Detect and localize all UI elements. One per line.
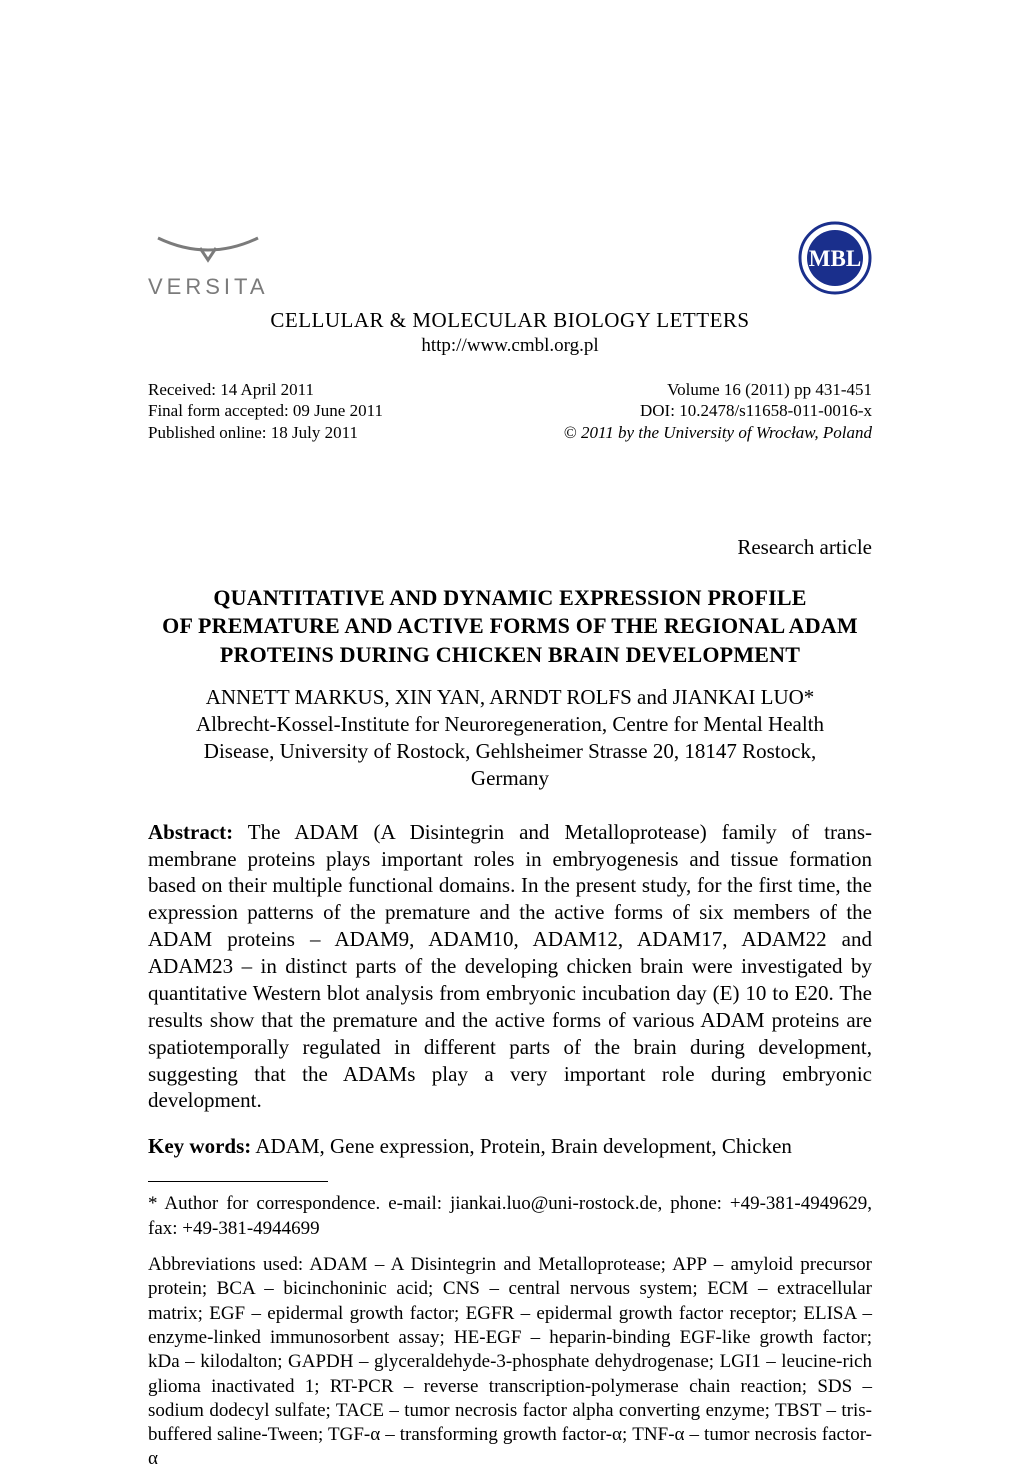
copyright-text: 2011 by the University of Wrocław, Polan… xyxy=(581,423,872,442)
copyright-symbol: © xyxy=(564,423,581,442)
keywords: Key words: ADAM, Gene expression, Protei… xyxy=(148,1134,872,1159)
meta-left: Received: 14 April 2011 Final form accep… xyxy=(148,379,383,443)
meta-copyright: © 2011 by the University of Wrocław, Pol… xyxy=(564,422,872,443)
journal-url: http://www.cmbl.org.pl xyxy=(148,335,872,357)
mbl-logo: MBL xyxy=(798,221,872,300)
mbl-icon: MBL xyxy=(798,221,872,295)
page-root: VERSITA MBL CELLULAR & MOLECULAR BIOLOGY… xyxy=(0,0,1020,1443)
meta-received: Received: 14 April 2011 xyxy=(148,379,383,400)
footnote-correspondence: * Author for correspondence. e-mail: jia… xyxy=(148,1192,872,1241)
footnote-rule xyxy=(148,1181,328,1182)
affiliation-line3: Germany xyxy=(148,765,872,792)
versita-text: VERSITA xyxy=(148,274,269,300)
versita-logo: VERSITA xyxy=(148,234,269,300)
keywords-label: Key words: xyxy=(148,1134,251,1158)
mbl-text: MBL xyxy=(809,246,861,271)
affiliation-line2: Disease, University of Rostock, Gehlshei… xyxy=(148,738,872,765)
abstract-label: Abstract: xyxy=(148,820,233,844)
keywords-text: ADAM, Gene expression, Protein, Brain de… xyxy=(251,1134,792,1158)
meta-doi: DOI: 10.2478/s11658-011-0016-x xyxy=(564,400,872,421)
abstract-text: The ADAM (A Disintegrin and Metalloprote… xyxy=(148,820,872,1113)
meta-volume: Volume 16 (2011) pp 431-451 xyxy=(564,379,872,400)
footnote-abbreviations: Abbreviations used: ADAM – A Disintegrin… xyxy=(148,1253,872,1472)
meta-accepted: Final form accepted: 09 June 2011 xyxy=(148,400,383,421)
article-type: Research article xyxy=(148,535,872,560)
meta-row: Received: 14 April 2011 Final form accep… xyxy=(148,379,872,443)
journal-title: CELLULAR & MOLECULAR BIOLOGY LETTERS xyxy=(148,308,872,333)
meta-right: Volume 16 (2011) pp 431-451 DOI: 10.2478… xyxy=(564,379,872,443)
article-title: QUANTITATIVE AND DYNAMIC EXPRESSION PROF… xyxy=(148,584,872,670)
authors: ANNETT MARKUS, XIN YAN, ARNDT ROLFS and … xyxy=(148,684,872,711)
meta-published: Published online: 18 July 2011 xyxy=(148,422,383,443)
article-title-line1: QUANTITATIVE AND DYNAMIC EXPRESSION PROF… xyxy=(148,584,872,613)
article-title-line3: PROTEINS DURING CHICKEN BRAIN DEVELOPMEN… xyxy=(148,641,872,670)
abstract: Abstract: The ADAM (A Disintegrin and Me… xyxy=(148,819,872,1115)
affiliation-line1: Albrecht-Kossel-Institute for Neuroregen… xyxy=(148,711,872,738)
versita-mark-icon xyxy=(148,234,268,270)
article-title-line2: OF PREMATURE AND ACTIVE FORMS OF THE REG… xyxy=(148,612,872,641)
authors-block: ANNETT MARKUS, XIN YAN, ARNDT ROLFS and … xyxy=(148,684,872,793)
header-logos-row: VERSITA MBL xyxy=(148,190,872,300)
